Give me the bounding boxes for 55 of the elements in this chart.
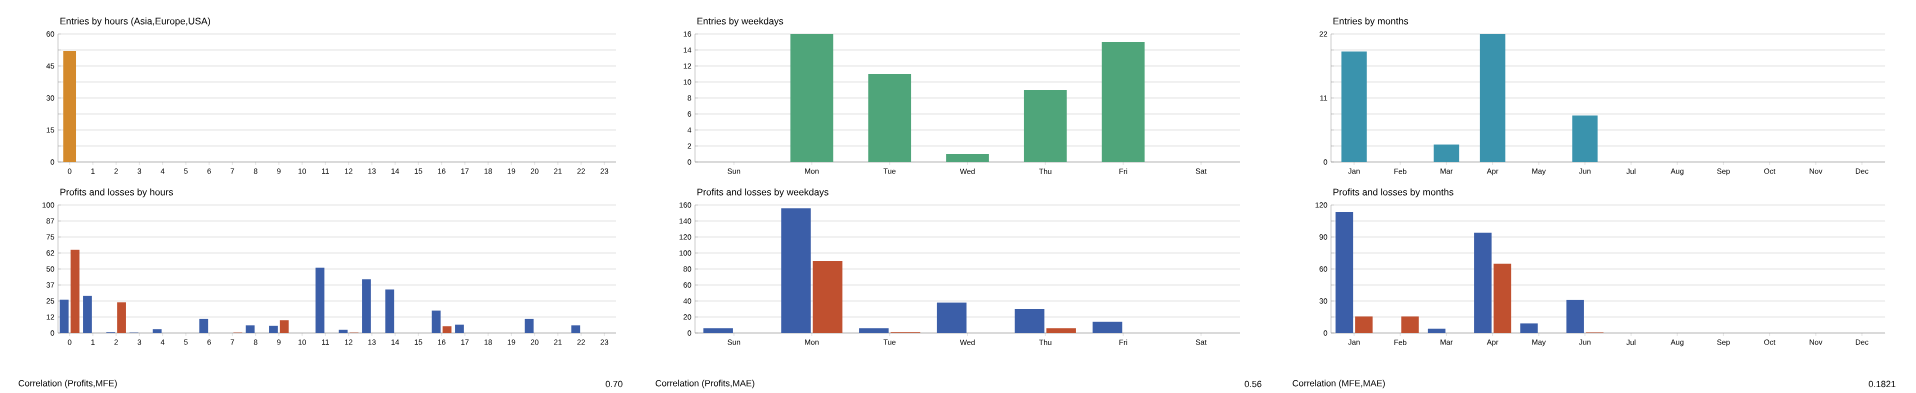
bar <box>868 74 912 162</box>
chart-title: Profits and losses by weekdays <box>697 188 829 198</box>
chart-title: Entries by months <box>1333 17 1409 27</box>
bar <box>936 302 967 333</box>
bar <box>362 279 371 333</box>
bar <box>338 329 348 333</box>
bar <box>703 328 733 333</box>
chart-title: Entries by weekdays <box>697 17 784 27</box>
chart-title: Entries by hours (Asia,Europe,USA) <box>60 17 211 27</box>
bar <box>1341 51 1367 162</box>
bar <box>946 154 989 162</box>
bar <box>1092 321 1123 333</box>
bar <box>70 249 80 333</box>
bar <box>442 326 452 333</box>
bar <box>152 329 162 333</box>
text: 0.70 <box>605 380 623 388</box>
bar <box>1101 42 1145 162</box>
bar <box>1479 34 1506 162</box>
bar <box>1023 90 1067 162</box>
bar <box>859 328 889 333</box>
bar <box>199 318 209 333</box>
text: Correlation (MFE,MAE) <box>1292 379 1385 389</box>
bar <box>1355 316 1373 333</box>
bar <box>781 208 811 333</box>
bar <box>269 325 278 333</box>
text: 0.1821 <box>1868 380 1896 388</box>
bar <box>790 34 834 162</box>
bar <box>524 318 534 333</box>
bar <box>1572 115 1598 162</box>
bar <box>1014 309 1045 333</box>
chart-title: Profits and losses by months <box>1333 188 1454 198</box>
bar <box>1433 144 1460 162</box>
bar <box>1046 328 1076 333</box>
text: Correlation (Profits,MFE) <box>18 379 117 389</box>
bar <box>812 261 843 333</box>
bar <box>315 267 325 333</box>
bar <box>1493 263 1512 333</box>
bar <box>1566 299 1584 333</box>
bar <box>117 302 126 333</box>
chart-title: Profits and losses by hours <box>60 188 173 198</box>
bar <box>1520 323 1538 333</box>
bar <box>279 320 289 333</box>
text: 0.56 <box>1244 380 1262 388</box>
bar <box>1401 316 1419 333</box>
bar <box>1335 211 1354 333</box>
bar <box>385 289 395 333</box>
bar <box>59 299 69 333</box>
text: Correlation (Profits,MAE) <box>655 379 755 389</box>
bar <box>245 325 255 333</box>
bar <box>571 325 581 333</box>
bar <box>83 295 92 333</box>
bar <box>1474 232 1492 333</box>
bar <box>455 324 464 333</box>
bar <box>1427 328 1446 333</box>
bar <box>431 310 441 333</box>
